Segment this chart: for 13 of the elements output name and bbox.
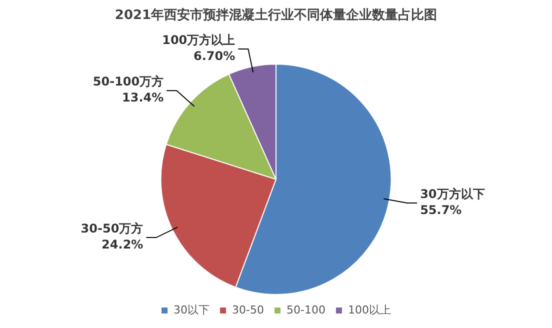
data-label: 6.70% [194, 49, 236, 64]
text: 30-50万方 [80, 222, 144, 236]
legend-label: 30以下 [174, 303, 210, 316]
text: 30万方以下 [420, 187, 485, 202]
chart-title: 2021年西安市预拌混凝土行业不同体量企业数量占比图 [114, 7, 438, 24]
data-label: 55.7% [420, 203, 462, 218]
data-label: 13.4% [122, 90, 164, 105]
text: 50-100万方 [92, 74, 164, 89]
legend-label: 50-100 [286, 303, 326, 316]
data-label: 24.2% [102, 238, 144, 252]
legend-label: 30-50 [232, 303, 264, 316]
text: 100万方以上 [162, 33, 236, 48]
legend-label: 100以上 [348, 303, 391, 316]
